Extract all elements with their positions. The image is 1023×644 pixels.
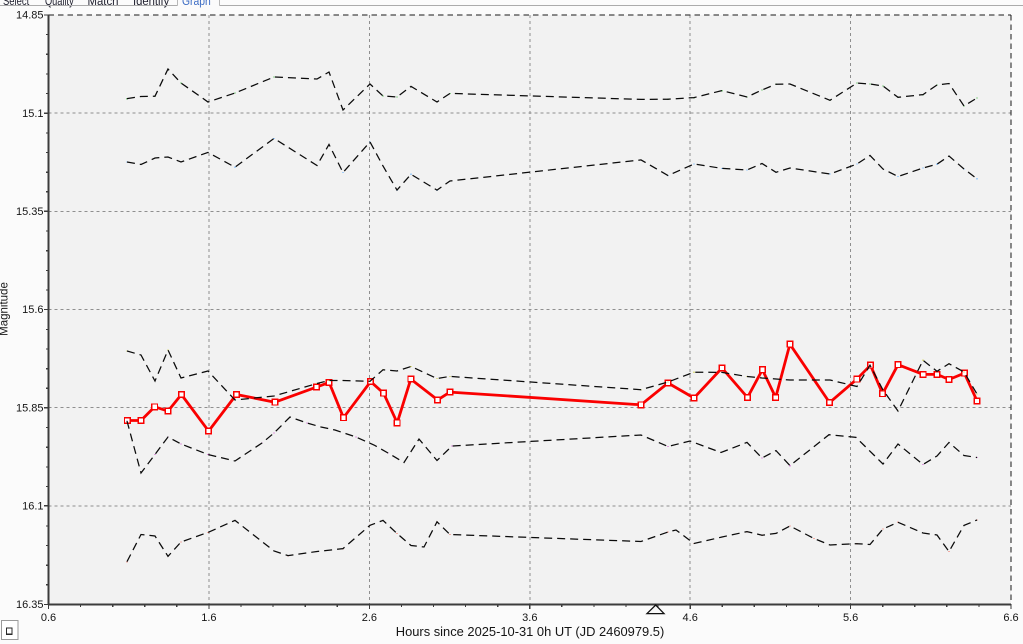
svg-text:4.6: 4.6 bbox=[683, 612, 698, 624]
svg-text:14.85: 14.85 bbox=[16, 10, 44, 22]
svg-text:15.1: 15.1 bbox=[22, 108, 43, 120]
svg-text:16.1: 16.1 bbox=[22, 501, 43, 513]
svg-text:1.6: 1.6 bbox=[201, 612, 216, 624]
svg-text:3.6: 3.6 bbox=[522, 612, 537, 624]
svg-text:15.35: 15.35 bbox=[16, 206, 44, 218]
svg-text:15.6: 15.6 bbox=[22, 304, 43, 316]
svg-text:15.85: 15.85 bbox=[16, 402, 44, 414]
svg-text:Identify: Identify bbox=[133, 0, 170, 8]
svg-text:Magnitude: Magnitude bbox=[0, 282, 11, 336]
svg-text:5.6: 5.6 bbox=[843, 612, 858, 624]
svg-text:Quality: Quality bbox=[45, 0, 74, 8]
svg-text:2.6: 2.6 bbox=[362, 612, 377, 624]
svg-text:Graph: Graph bbox=[182, 0, 211, 8]
svg-text:0.6: 0.6 bbox=[41, 612, 56, 624]
svg-text:6.6: 6.6 bbox=[1003, 612, 1018, 624]
svg-text:Match: Match bbox=[88, 0, 119, 8]
svg-text:16.35: 16.35 bbox=[16, 599, 44, 611]
svg-text:Hours since 2025-10-31 0h UT (: Hours since 2025-10-31 0h UT (JD 2460979… bbox=[396, 624, 664, 639]
svg-text:Select: Select bbox=[3, 0, 30, 8]
